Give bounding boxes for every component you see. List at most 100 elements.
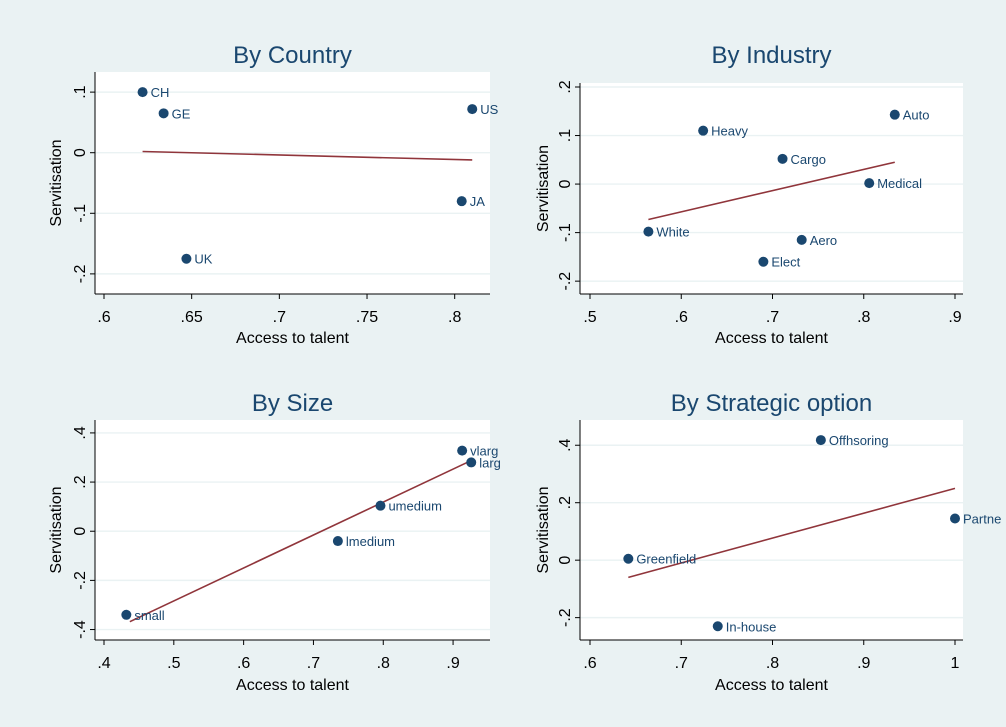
- chart-title: By Industry: [711, 42, 831, 69]
- data-point: [457, 445, 468, 456]
- data-point: [332, 536, 343, 547]
- point-label: CH: [151, 85, 170, 100]
- y-tick-label: .2: [72, 475, 89, 488]
- data-point: [121, 609, 132, 620]
- data-point: [466, 457, 477, 468]
- x-axis-label: Access to talent: [715, 330, 829, 347]
- point-label: Offhsoring: [829, 433, 889, 448]
- x-tick-label: .4: [97, 655, 110, 672]
- fit-line: [628, 487, 956, 579]
- chart-panel-4: .6 .7 .8 .9 1 -.2 0 .2 .4 Offhsoring Partne Greenfi…: [535, 390, 1001, 694]
- data-point: [643, 226, 654, 237]
- point-label: White: [656, 225, 689, 240]
- x-tick-label: .7: [766, 309, 779, 326]
- fit-line: [142, 150, 473, 161]
- x-tick-label: .75: [356, 309, 378, 326]
- point-label: Cargo: [791, 152, 826, 167]
- data-point: [758, 256, 769, 267]
- plot-area: [580, 420, 963, 640]
- point-label: Elect: [771, 255, 800, 270]
- y-tick-label: -.2: [557, 608, 574, 627]
- data-point: [698, 125, 709, 136]
- point-label: In-house: [726, 619, 777, 634]
- point-label: Auto: [903, 108, 930, 123]
- point-label: Aero: [810, 233, 837, 248]
- x-tick-label: .65: [181, 309, 203, 326]
- y-tick-label: -.2: [72, 571, 89, 590]
- y-tick-label: 0: [72, 527, 89, 536]
- point-label: Greenfield: [636, 552, 696, 567]
- x-tick-label: .6: [97, 309, 110, 326]
- x-tick-label: .6: [237, 655, 250, 672]
- chart-title: By Country: [233, 42, 352, 69]
- x-tick-label: .8: [766, 655, 779, 672]
- x-axis-label: Access to talent: [236, 677, 350, 694]
- data-point: [712, 621, 723, 632]
- y-tick-label: 0: [72, 148, 89, 157]
- y-tick-label: .2: [557, 80, 574, 93]
- data-point: [950, 513, 960, 524]
- plot-area: [95, 72, 490, 294]
- x-tick-label: .8: [857, 309, 870, 326]
- x-tick-label: .8: [448, 309, 461, 326]
- point-label: Heavy: [711, 124, 748, 139]
- y-axis-label: Servitisation: [535, 486, 552, 573]
- y-tick-label: .2: [557, 496, 574, 509]
- x-tick-label: .7: [307, 655, 320, 672]
- point-label: Medical: [877, 176, 922, 191]
- data-point: [456, 196, 467, 207]
- point-label: JA: [470, 194, 486, 209]
- fit-line: [129, 460, 471, 623]
- data-point: [777, 153, 788, 164]
- y-tick-label: -.4: [72, 620, 89, 639]
- data-point: [623, 553, 634, 564]
- data-point: [375, 500, 386, 511]
- data-point: [158, 108, 169, 119]
- y-tick-label: .4: [72, 426, 89, 439]
- x-tick-label: .7: [273, 309, 286, 326]
- data-point: [467, 104, 478, 115]
- y-tick-label: .4: [557, 438, 574, 451]
- x-tick-label: .9: [857, 655, 870, 672]
- point-label: lmedium: [346, 534, 395, 549]
- x-tick-label: .5: [167, 655, 180, 672]
- y-tick-label: 0: [557, 180, 574, 189]
- y-tick-label: -.1: [72, 204, 89, 223]
- y-tick-label: -.2: [72, 264, 89, 283]
- point-label: Partne: [963, 512, 1001, 527]
- point-label: GE: [172, 106, 191, 121]
- x-tick-label: .7: [675, 655, 688, 672]
- data-point: [137, 87, 148, 98]
- y-tick-label: .1: [72, 85, 89, 98]
- x-tick-label: .6: [583, 655, 596, 672]
- x-axis-label: Access to talent: [715, 677, 829, 694]
- point-label: UK: [194, 252, 212, 267]
- y-axis-label: Servitisation: [48, 139, 65, 226]
- data-point: [815, 435, 826, 446]
- y-tick-label: -.2: [557, 272, 574, 291]
- point-label: umedium: [388, 499, 441, 514]
- data-point: [864, 178, 875, 189]
- x-tick-label: .9: [948, 309, 961, 326]
- point-label: vlarg: [470, 444, 498, 459]
- point-label: US: [480, 102, 498, 117]
- y-axis-label: Servitisation: [48, 486, 65, 573]
- plot-area: [580, 83, 963, 294]
- point-label: small: [134, 608, 164, 623]
- plot-area: [95, 420, 490, 640]
- data-point: [889, 109, 900, 120]
- x-axis-label: Access to talent: [236, 330, 350, 347]
- x-tick-label: .9: [446, 655, 459, 672]
- y-axis-label: Servitisation: [535, 145, 552, 232]
- y-tick-label: -.1: [557, 223, 574, 242]
- x-tick-label: .8: [377, 655, 390, 672]
- x-tick-label: .5: [583, 309, 596, 326]
- x-tick-label: .6: [675, 309, 688, 326]
- y-tick-label: 0: [557, 556, 574, 565]
- chart-title: By Size: [252, 390, 333, 417]
- y-tick-label: .1: [557, 129, 574, 142]
- point-label: larg: [479, 455, 501, 470]
